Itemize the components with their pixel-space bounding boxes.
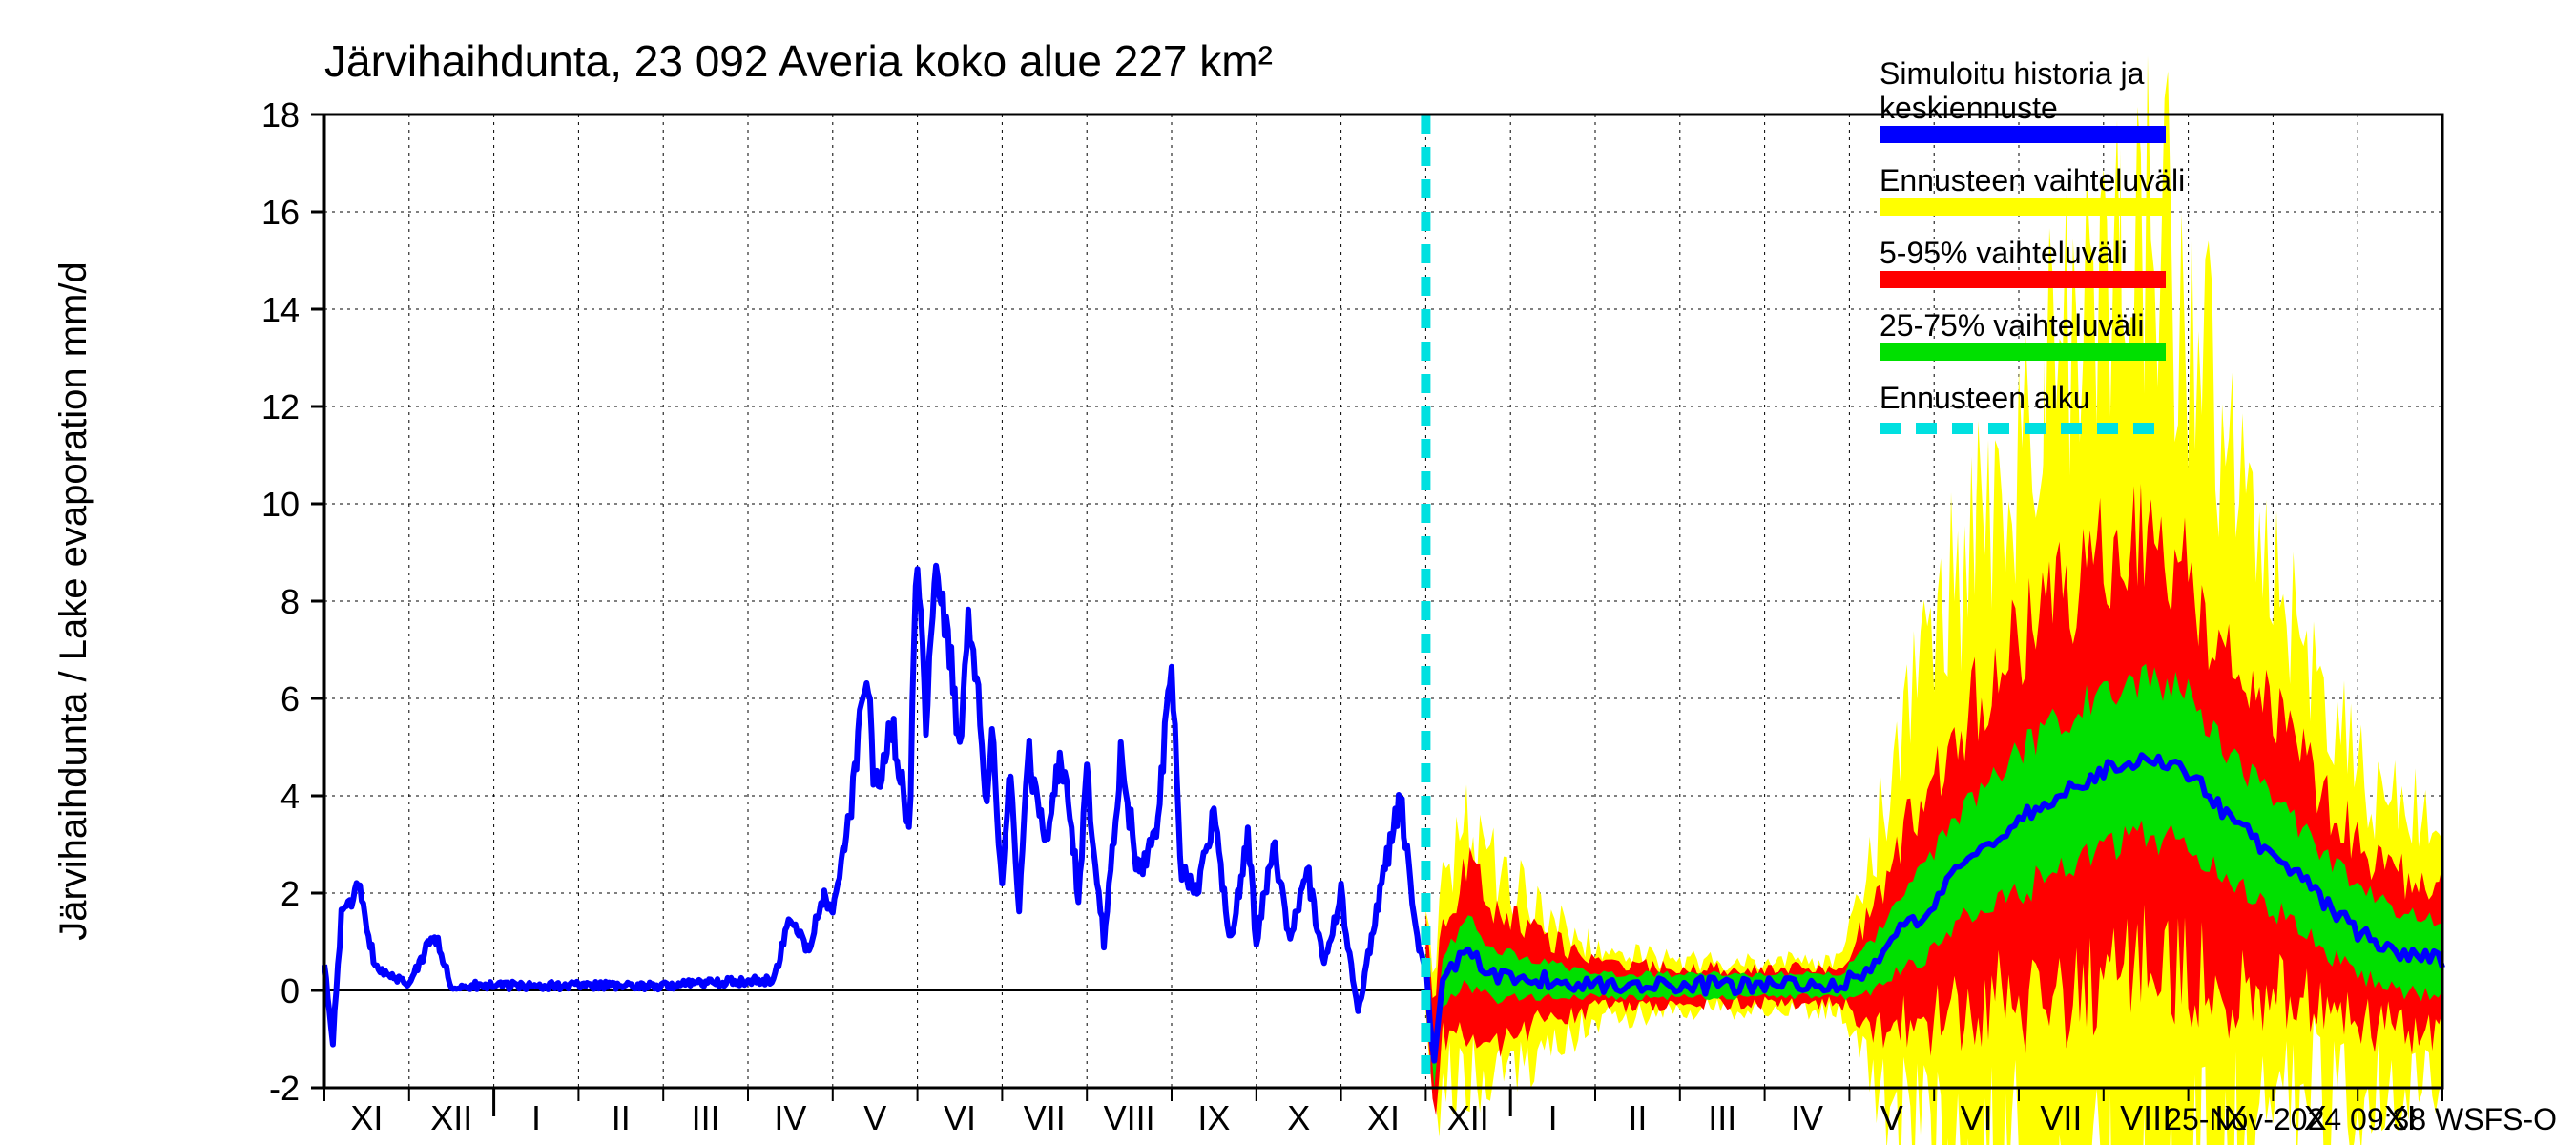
y-tick-label: 16	[261, 193, 300, 232]
y-tick-label: 18	[261, 95, 300, 135]
legend-label: 25-75% vaihteluväli	[1880, 308, 2145, 343]
legend-label: 5-95% vaihteluväli	[1880, 236, 2128, 270]
x-month-label: VIII	[2120, 1098, 2171, 1137]
y-tick-label: 10	[261, 485, 300, 524]
x-month-label: IV	[774, 1098, 806, 1137]
footer-timestamp: 25-Nov-2024 09:38 WSFS-O	[2165, 1102, 2557, 1136]
x-month-label: IV	[1791, 1098, 1823, 1137]
x-month-label: III	[1708, 1098, 1736, 1137]
x-month-label: VI	[944, 1098, 976, 1137]
x-month-label: V	[1880, 1098, 1903, 1137]
x-month-label: XII	[430, 1098, 472, 1137]
chart-svg: -2024681012141618XIXIIIIIIIIIVVVIVIIVIII…	[0, 0, 2576, 1145]
x-month-label: XI	[1367, 1098, 1400, 1137]
x-month-label: VII	[1024, 1098, 1066, 1137]
y-tick-label: 8	[280, 582, 300, 621]
x-month-label: V	[863, 1098, 886, 1137]
y-tick-label: 0	[280, 971, 300, 1010]
legend-label: keskiennuste	[1880, 91, 2058, 125]
y-tick-label: 12	[261, 387, 300, 427]
history-line	[324, 566, 1425, 1045]
legend-swatch	[1880, 126, 2166, 143]
x-month-label: X	[1287, 1098, 1310, 1137]
legend-swatch	[1880, 271, 2166, 288]
legend-swatch	[1880, 198, 2166, 216]
y-tick-label: -2	[269, 1069, 300, 1108]
y-tick-label: 6	[280, 679, 300, 718]
legend-label: Simuloitu historia ja	[1880, 56, 2145, 91]
y-tick-label: 2	[280, 874, 300, 913]
legend-label: Ennusteen vaihteluväli	[1880, 163, 2185, 198]
x-month-label: IX	[1197, 1098, 1230, 1137]
y-tick-label: 4	[280, 777, 300, 816]
y-axis-label: Järvihaihdunta / Lake evaporation mm/d	[52, 261, 94, 941]
y-tick-label: 14	[261, 290, 300, 329]
x-month-label: I	[531, 1098, 541, 1137]
x-month-label: VI	[1961, 1098, 1993, 1137]
x-month-label: II	[1628, 1098, 1647, 1137]
chart-container: -2024681012141618XIXIIIIIIIIIVVVIVIIVIII…	[0, 0, 2576, 1145]
x-month-label: XII	[1447, 1098, 1489, 1137]
legend-label: Ennusteen alku	[1880, 381, 2090, 415]
x-month-label: I	[1548, 1098, 1558, 1137]
x-month-label: XI	[350, 1098, 383, 1137]
x-month-label: VIII	[1104, 1098, 1155, 1137]
x-month-label: VII	[2040, 1098, 2082, 1137]
legend-swatch	[1880, 344, 2166, 361]
chart-title: Järvihaihdunta, 23 092 Averia koko alue …	[324, 36, 1273, 86]
x-month-label: II	[612, 1098, 631, 1137]
x-month-label: III	[692, 1098, 720, 1137]
